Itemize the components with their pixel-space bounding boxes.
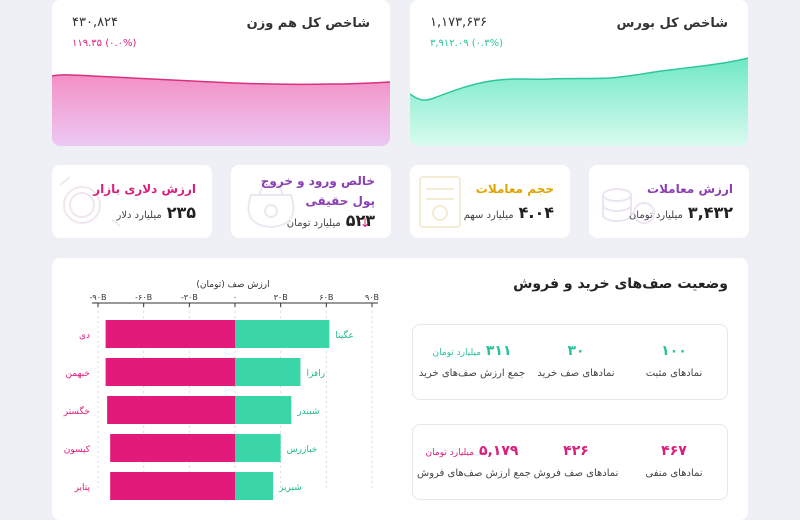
buy-queue-value-unit: میلیارد تومان xyxy=(432,348,481,358)
real-money-flow-unit: میلیارد تومان xyxy=(286,218,341,229)
buy-queue-bar[interactable] xyxy=(235,320,330,348)
buy-symbol-label: عگیتا xyxy=(335,329,354,341)
down-arrow-icon: ↓ xyxy=(360,216,371,230)
queue-section-title: وضعیت صف‌های خرید و فروش xyxy=(513,276,728,292)
buy-queue-value: ۳۱۱ میلیارد تومان xyxy=(417,343,527,359)
negative-symbols-count: ۴۶۷ xyxy=(661,443,687,459)
money-bag-decoration-icon xyxy=(247,184,295,229)
trade-value-card[interactable]: ارزش معاملات ۳,۴۳۲ میلیارد تومان xyxy=(589,165,749,238)
chart-tick-label: ۹۰B xyxy=(365,293,379,302)
dollar-market-value-label: ارزش دلاری بازار xyxy=(93,182,196,196)
buy-queue-summary: ۱۰۰ نمادهای مثبت ۳۰ نمادهای صف خرید ۳۱۱ … xyxy=(412,324,728,400)
sell-queue-value: ۵,۱۷۹ میلیارد تومان xyxy=(417,443,527,459)
trade-volume-card[interactable]: حجم معاملات ۴.۰۴ میلیارد سهم xyxy=(410,165,570,238)
buy-queue-count-label: نمادهای صف خرید xyxy=(537,368,615,379)
dollar-market-value-card[interactable]: ارزش دلاری بازار ۲۳۵ میلیارد دلار xyxy=(52,165,212,238)
buy-symbol-label: شبریز xyxy=(278,483,302,493)
negative-symbols-label: نمادهای منفی xyxy=(645,468,703,479)
buy-symbol-label: شبندر xyxy=(296,407,319,417)
sell-symbol-label: خبهمن xyxy=(66,369,90,379)
equal-weight-index-change: ۱۱۹.۳۵ (۰.۰%) xyxy=(72,38,137,49)
sell-queue-summary: ۴۶۷ نمادهای منفی ۴۲۶ نمادهای صف فروش ۵,۱… xyxy=(412,424,728,500)
sell-symbol-label: پتایر xyxy=(74,483,91,493)
sell-queue-bar[interactable] xyxy=(105,320,235,348)
sell-queue-value-stat: ۵,۱۷۹ میلیارد تومان جمع ارزش صف‌های فروش xyxy=(417,443,531,479)
sell-queue-value-unit: میلیارد تومان xyxy=(425,448,475,458)
sell-queue-count-label: نمادهای صف فروش xyxy=(533,468,619,479)
cash-decoration-icon xyxy=(419,176,461,228)
dollar-market-value-unit: میلیارد دلار xyxy=(116,210,162,221)
real-money-flow-label-line2: پول حقیقی xyxy=(305,194,375,208)
buy-queue-count: ۳۰ xyxy=(567,343,585,359)
sell-symbol-label: خگستر xyxy=(63,405,90,417)
trade-volume-label: حجم معاملات xyxy=(475,182,554,196)
negative-symbols-stat: ۴۶۷ نمادهای منفی xyxy=(639,443,709,479)
trade-volume-unit: میلیارد سهم xyxy=(463,210,514,221)
chart-title: ارزش صف (تومان) xyxy=(196,280,269,290)
real-money-flow-card[interactable]: خالص ورود و خروج پول حقیقی ۵۲۳ میلیارد ت… xyxy=(231,165,391,238)
dollar-coin-decoration-icon xyxy=(59,176,121,227)
real-money-flow-label-line1: خالص ورود و خروج xyxy=(260,174,375,188)
sell-queue-bar[interactable] xyxy=(110,434,235,462)
total-index-card[interactable]: شاخص کل بورس ۱,۱۷۳,۶۳۶ ۳,۹۱۲.۰۹ (۰.۳%) xyxy=(410,0,748,146)
total-index-sparkline xyxy=(410,57,748,146)
trade-value-number: ۳,۴۳۲ xyxy=(687,203,733,222)
buy-queue-value-label: جمع ارزش صف‌های خرید xyxy=(418,368,526,379)
trade-value-label: ارزش معاملات xyxy=(647,182,733,196)
real-money-flow-number: ۵۲۳ xyxy=(345,211,375,230)
buy-symbol-label: رافزا xyxy=(306,369,325,379)
sell-queue-count: ۴۲۶ xyxy=(563,443,589,459)
chart-tick-label: ۰ xyxy=(233,293,237,302)
total-index-change: ۳,۹۱۲.۰۹ (۰.۳%) xyxy=(430,38,503,49)
equal-weight-index-sparkline xyxy=(52,74,390,146)
trade-value-line: ۳,۴۳۲ میلیارد تومان xyxy=(629,203,733,222)
trade-volume-number: ۴.۰۴ xyxy=(518,203,554,222)
total-index-title: شاخص کل بورس xyxy=(616,16,728,31)
positive-symbols-count: ۱۰۰ xyxy=(661,343,687,359)
positive-symbols-stat: ۱۰۰ نمادهای مثبت xyxy=(639,343,709,379)
buy-queue-value-number: ۳۱۱ xyxy=(485,343,512,359)
buy-symbol-label: خبازرس xyxy=(287,445,318,455)
chart-tick-label: -۶۰B xyxy=(135,293,152,302)
sell-queue-bar[interactable] xyxy=(110,472,235,500)
sell-queue-value-number: ۵,۱۷۹ xyxy=(478,443,519,459)
chart-tick-label: -۹۰B xyxy=(90,293,107,302)
equal-weight-index-card[interactable]: شاخص کل هم وزن ۴۳۰,۸۲۴ ۱۱۹.۳۵ (۰.۰%) xyxy=(52,0,390,146)
positive-symbols-label: نمادهای مثبت xyxy=(645,368,703,379)
chart-tick-label: ۳۰B xyxy=(274,293,288,302)
sell-queue-bar[interactable] xyxy=(107,396,235,424)
dollar-market-value-number: ۲۳۵ xyxy=(166,203,196,222)
buy-queue-bar[interactable] xyxy=(235,396,292,424)
equal-weight-index-value: ۴۳۰,۸۲۴ xyxy=(72,15,119,30)
queue-value-bar-chart: ارزش صف (تومان) -۹۰B -۶۰B -۳۰B ۰ ۳۰B ۶۰B ۹۰B د… xyxy=(63,280,379,500)
sell-queue-value-label: جمع ارزش صف‌های فروش xyxy=(417,468,531,479)
trade-volume-line: ۴.۰۴ میلیارد سهم xyxy=(464,203,554,222)
coins-decoration-icon xyxy=(602,188,655,224)
buy-queue-value-stat: ۳۱۱ میلیارد تومان جمع ارزش صف‌های خرید xyxy=(417,343,527,379)
buy-queue-count-stat: ۳۰ نمادهای صف خرید xyxy=(531,343,621,379)
equal-weight-index-title: شاخص کل هم وزن xyxy=(246,16,370,31)
buy-queue-bar[interactable] xyxy=(235,434,281,462)
trade-value-unit: میلیارد تومان xyxy=(628,210,683,221)
chart-tick-label: -۳۰B xyxy=(181,293,198,302)
buy-queue-bar[interactable] xyxy=(235,472,274,500)
real-money-flow-line: ۵۲۳ میلیارد تومان xyxy=(287,211,375,230)
dollar-market-value-line: ۲۳۵ میلیارد دلار xyxy=(117,203,197,222)
sell-symbol-label: دی xyxy=(79,331,90,341)
sell-queue-bar[interactable] xyxy=(105,358,235,386)
real-money-flow-label: خالص ورود و خروج پول حقیقی xyxy=(261,171,375,211)
chart-tick-label: ۶۰B xyxy=(319,293,333,302)
sell-queue-count-stat: ۴۲۶ نمادهای صف فروش xyxy=(531,443,621,479)
sell-symbol-label: کیسون xyxy=(64,445,91,455)
total-index-value: ۱,۱۷۳,۶۳۶ xyxy=(430,15,488,30)
buy-queue-bar[interactable] xyxy=(235,358,301,386)
